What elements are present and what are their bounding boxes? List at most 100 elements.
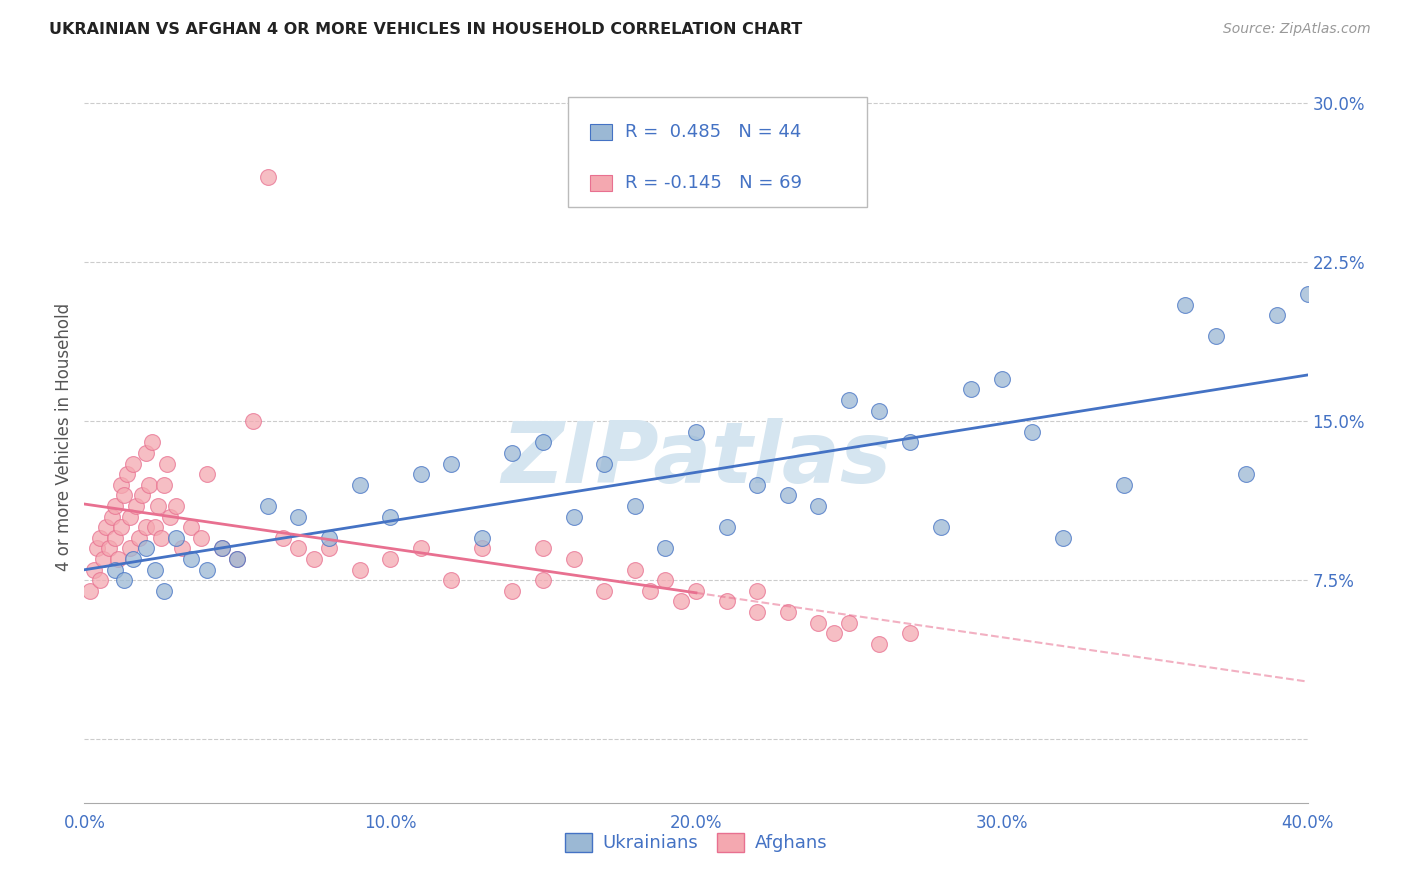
Point [318, 531, 340, 545]
Point [823, 626, 845, 640]
Point [112, 573, 135, 587]
Text: Source: ZipAtlas.com: Source: ZipAtlas.com [1223, 22, 1371, 37]
Point [638, 583, 661, 598]
Point [149, 531, 172, 545]
Point [318, 541, 340, 556]
Point [593, 457, 616, 471]
Point [776, 605, 799, 619]
Text: UKRAINIAN VS AFGHAN 4 OR MORE VEHICLES IN HOUSEHOLD CORRELATION CHART: UKRAINIAN VS AFGHAN 4 OR MORE VEHICLES I… [49, 22, 803, 37]
Point [960, 383, 983, 397]
Point [115, 467, 138, 482]
Point [747, 583, 769, 598]
Point [776, 488, 799, 502]
Point [807, 615, 830, 630]
Point [869, 637, 891, 651]
Point [112, 488, 135, 502]
Point [101, 509, 124, 524]
Point [1114, 477, 1136, 491]
Point [195, 467, 218, 482]
Point [271, 531, 294, 545]
Point [104, 499, 127, 513]
Point [89, 573, 111, 587]
Point [440, 573, 463, 587]
Point [122, 457, 145, 471]
Point [624, 499, 647, 513]
Point [531, 573, 554, 587]
Point [104, 563, 127, 577]
Point [172, 541, 194, 556]
Y-axis label: 4 or more Vehicles in Household: 4 or more Vehicles in Household [55, 303, 73, 571]
Point [143, 563, 166, 577]
Point [141, 435, 163, 450]
Point [165, 499, 187, 513]
FancyBboxPatch shape [568, 97, 868, 207]
Point [195, 563, 218, 577]
Point [349, 477, 371, 491]
Point [94, 520, 117, 534]
Point [135, 520, 157, 534]
Point [110, 520, 132, 534]
Point [991, 372, 1014, 386]
Point [502, 446, 524, 460]
Text: ZIPatlas: ZIPatlas [501, 417, 891, 500]
Point [128, 531, 150, 545]
Point [120, 541, 142, 556]
Point [1236, 467, 1258, 482]
Point [138, 477, 160, 491]
Point [685, 425, 707, 439]
Point [302, 552, 325, 566]
Point [747, 605, 769, 619]
Point [180, 552, 202, 566]
Point [898, 435, 921, 450]
Point [135, 446, 157, 460]
Point [153, 477, 176, 491]
Point [747, 477, 769, 491]
Point [135, 541, 157, 556]
Point [89, 531, 111, 545]
Point [79, 583, 101, 598]
Point [146, 499, 169, 513]
Point [838, 392, 860, 407]
Text: R = -0.145   N = 69: R = -0.145 N = 69 [624, 174, 801, 193]
Point [153, 583, 176, 598]
Point [593, 583, 616, 598]
Point [159, 509, 181, 524]
Point [211, 541, 233, 556]
Point [716, 520, 738, 534]
Point [287, 509, 309, 524]
Point [502, 583, 524, 598]
Point [120, 509, 142, 524]
Legend: Ukrainians, Afghans: Ukrainians, Afghans [558, 826, 834, 860]
Point [165, 531, 187, 545]
Point [242, 414, 264, 428]
Point [180, 520, 202, 534]
Point [654, 541, 676, 556]
Point [91, 552, 114, 566]
Point [257, 170, 280, 185]
Point [86, 541, 108, 556]
Point [409, 467, 432, 482]
Point [125, 499, 148, 513]
Point [226, 552, 249, 566]
Point [471, 541, 494, 556]
Point [1296, 287, 1319, 301]
Point [380, 552, 402, 566]
Point [156, 457, 179, 471]
Point [624, 563, 647, 577]
Point [562, 509, 585, 524]
Point [869, 403, 891, 417]
Point [349, 563, 371, 577]
Point [898, 626, 921, 640]
Point [104, 531, 127, 545]
Point [716, 594, 738, 608]
Point [1205, 329, 1227, 343]
Point [531, 541, 554, 556]
Point [531, 435, 554, 450]
Point [122, 552, 145, 566]
Point [1052, 531, 1074, 545]
Point [211, 541, 233, 556]
Point [654, 573, 676, 587]
Point [838, 615, 860, 630]
Point [143, 520, 166, 534]
Point [83, 563, 105, 577]
